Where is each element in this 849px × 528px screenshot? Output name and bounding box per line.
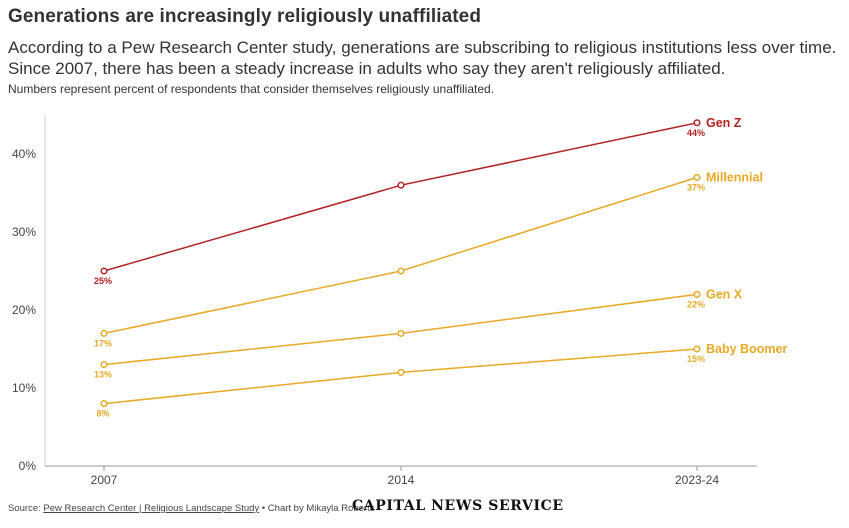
data-point-millennial: [397, 267, 405, 275]
data-label-gen-x: 22%: [687, 299, 705, 309]
y-tick-label: 10%: [12, 381, 36, 395]
series-name-label-gen-z: Gen Z: [706, 116, 742, 130]
data-label-gen-z: 25%: [94, 276, 112, 286]
data-point-baby-boomer: [100, 400, 108, 408]
x-tick-label: 2014: [388, 473, 415, 487]
data-point-gen-z: [397, 181, 405, 189]
data-point-gen-x: [693, 290, 701, 298]
brand-logo: CAPITAL NEWS SERVICE: [352, 498, 564, 514]
source-link[interactable]: Pew Research Center | Religious Landscap…: [43, 503, 260, 514]
data-label-gen-z: 44%: [687, 128, 705, 138]
x-tick-label: 2007: [91, 473, 118, 487]
chart-credit: • Chart by Mikayla Roberts: [259, 503, 375, 514]
data-point-millennial: [693, 173, 701, 181]
y-tick-label: 20%: [12, 303, 36, 317]
data-label-millennial: 37%: [687, 182, 705, 192]
series-name-label-baby-boomer: Baby Boomer: [706, 342, 787, 356]
series-name-label-gen-x: Gen X: [706, 287, 743, 301]
source-prefix: Source:: [8, 503, 44, 514]
data-point-gen-x: [100, 361, 108, 369]
data-point-gen-z: [693, 119, 701, 127]
series-line-gen-x: [103, 293, 698, 366]
chart-subtitle: According to a Pew Research Center study…: [8, 38, 837, 78]
series-name-label-millennial: Millennial: [706, 170, 763, 184]
y-tick-label: 40%: [12, 147, 36, 161]
y-tick-label: 0%: [19, 459, 37, 473]
data-point-baby-boomer: [397, 368, 405, 376]
series-line-millennial: [103, 176, 698, 335]
data-label-baby-boomer: 15%: [687, 354, 705, 364]
data-label-millennial: 17%: [94, 338, 112, 348]
y-tick-label: 30%: [12, 225, 36, 239]
footer-source: Source: Pew Research Center | Religious …: [8, 503, 374, 514]
chart-title: Generations are increasingly religiously…: [8, 6, 482, 27]
data-point-baby-boomer: [693, 345, 701, 353]
data-label-baby-boomer: 8%: [96, 409, 109, 419]
data-point-millennial: [100, 329, 108, 337]
data-point-gen-x: [397, 329, 405, 337]
data-point-gen-z: [100, 267, 108, 275]
chart-note: Numbers represent percent of respondents…: [8, 82, 495, 96]
series-line-baby-boomer: [103, 348, 698, 405]
x-tick-label: 2023-24: [675, 473, 719, 487]
series-line-gen-z: [103, 122, 698, 272]
data-label-gen-x: 13%: [94, 370, 112, 380]
